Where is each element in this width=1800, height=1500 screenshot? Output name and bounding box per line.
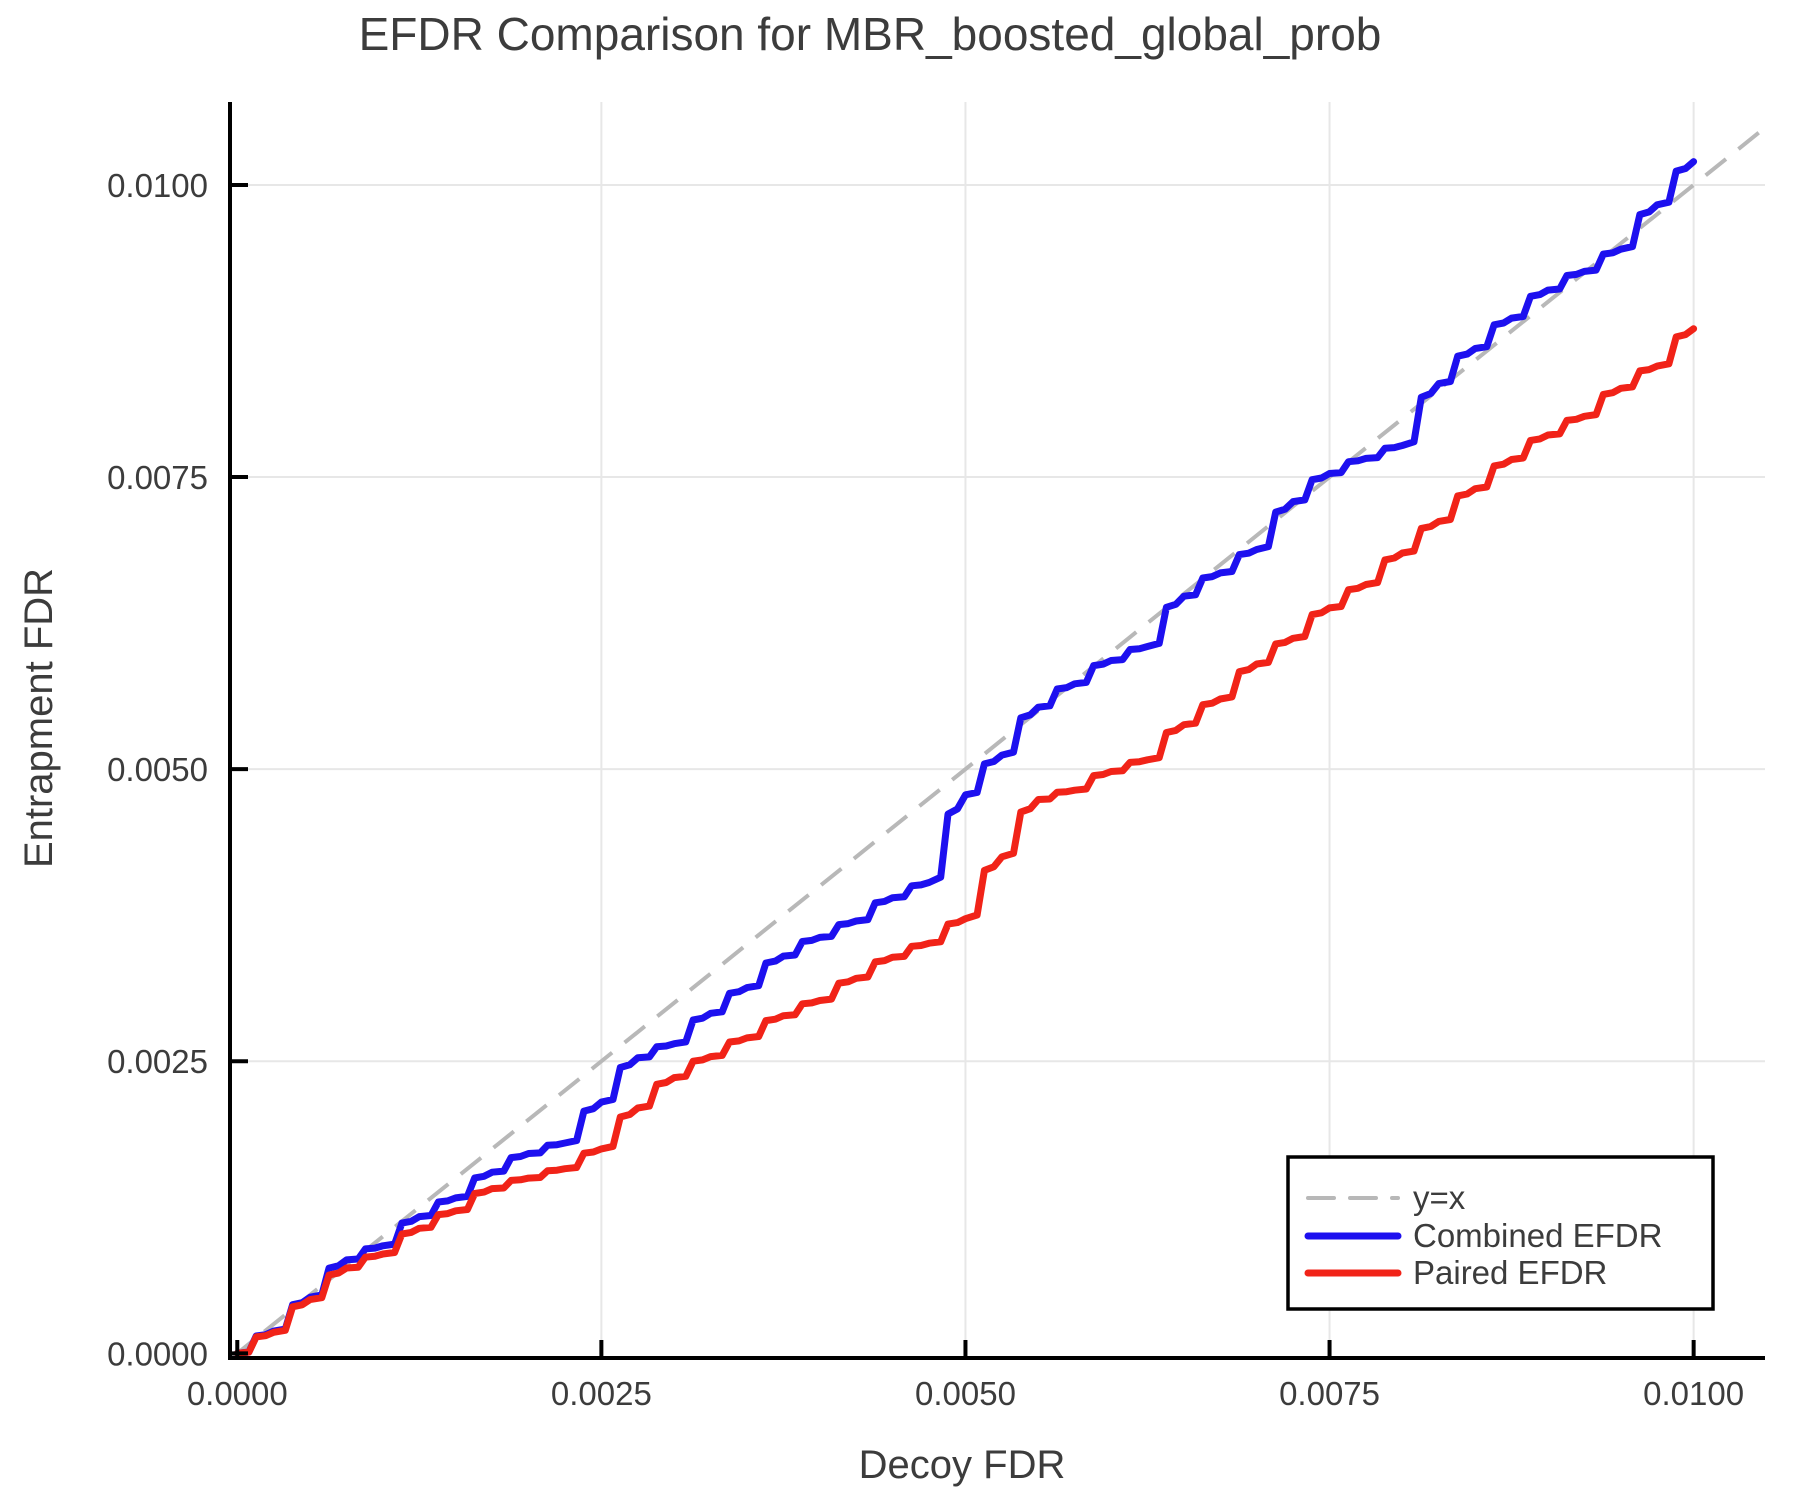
x-tick-label: 0.0075 bbox=[1279, 1375, 1380, 1412]
y-tick-label: 0.0025 bbox=[107, 1043, 208, 1080]
axes-spines bbox=[228, 102, 1765, 1360]
series-line-combined-efdr bbox=[233, 158, 1698, 1357]
series-line-paired-efdr bbox=[233, 325, 1698, 1357]
axis-ticks: 0.0000 0.0025 0.0050 0.0075 0.0100 0.0000 0.00… bbox=[107, 167, 1744, 1412]
x-tick-label: 0.0000 bbox=[187, 1375, 288, 1412]
legend-entry-y-equals-x-label: y=x bbox=[1413, 1179, 1466, 1216]
chart-title: EFDR Comparison for MBR_boosted_global_p… bbox=[359, 8, 1382, 60]
gridlines bbox=[230, 102, 1765, 1358]
y-tick-label: 0.0050 bbox=[107, 751, 208, 788]
legend-entry-paired-efdr-label: Paired EFDR bbox=[1413, 1254, 1607, 1291]
y-tick-label: 0.0100 bbox=[107, 167, 208, 204]
x-tick-label: 0.0100 bbox=[1643, 1375, 1744, 1412]
x-axis-label: Decoy FDR bbox=[859, 1443, 1066, 1487]
series-lines bbox=[230, 126, 1767, 1360]
legend-entry-combined-efdr-label: Combined EFDR bbox=[1413, 1217, 1662, 1254]
y-axis-label: Entrapment FDR bbox=[17, 568, 61, 868]
y-tick-label: 0.0075 bbox=[107, 459, 208, 496]
y-tick-label: 0.0000 bbox=[107, 1335, 208, 1372]
x-tick-label: 0.0025 bbox=[551, 1375, 652, 1412]
reference-line-y-equals-x bbox=[230, 126, 1767, 1360]
x-tick-label: 0.0050 bbox=[915, 1375, 1016, 1412]
